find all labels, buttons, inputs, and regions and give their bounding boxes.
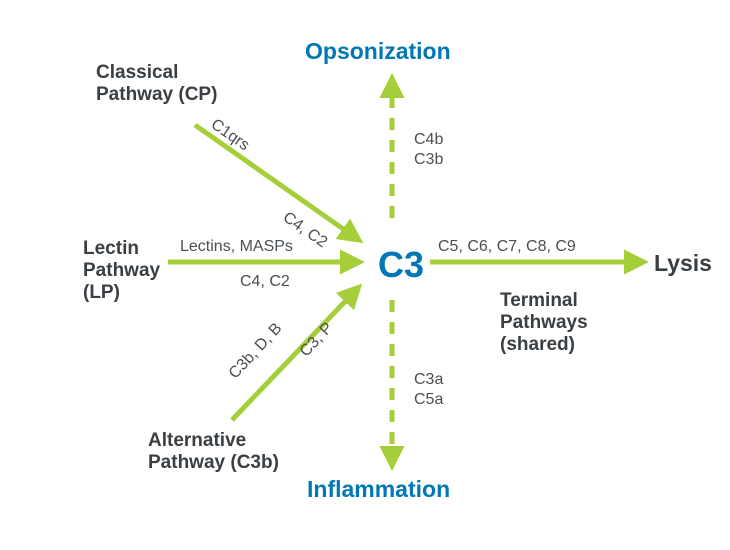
edge-label-lp_lower: C4, C2 — [240, 272, 290, 291]
edge-label-lysis: C5, C6, C7, C8, C9 — [438, 237, 576, 256]
arrow-classical_to_c3 — [195, 125, 356, 238]
outcome-opsonization: Opsonization — [305, 38, 451, 66]
pathway-lectin-line1: Lectin — [83, 238, 139, 261]
pathway-alternative-line2: Pathway (C3b) — [148, 452, 279, 475]
edge-label-ops-2: C3b — [414, 150, 443, 169]
edge-label-lp_upper: Lectins, MASPs — [180, 237, 293, 256]
pathway-classical-line2: Pathway (CP) — [96, 84, 217, 107]
edge-label-inf-2: C5a — [414, 390, 443, 409]
edge-label-inf-1: C3a — [414, 370, 443, 389]
pathway-alternative-line1: Alternative — [148, 430, 246, 453]
pathway-lectin-line3: (LP) — [83, 282, 120, 305]
edge-label-ops-1: C4b — [414, 130, 443, 149]
pathway-terminal-line3: (shared) — [500, 334, 575, 357]
pathway-lectin-line2: Pathway — [83, 260, 160, 283]
outcome-inflammation: Inflammation — [307, 476, 450, 504]
center-node-c3: C3 — [378, 243, 424, 286]
outcome-lysis: Lysis — [654, 250, 712, 278]
pathway-terminal-line2: Pathways — [500, 312, 588, 335]
pathway-classical-line1: Classical — [96, 62, 178, 85]
pathway-terminal-line1: Terminal — [500, 290, 578, 313]
